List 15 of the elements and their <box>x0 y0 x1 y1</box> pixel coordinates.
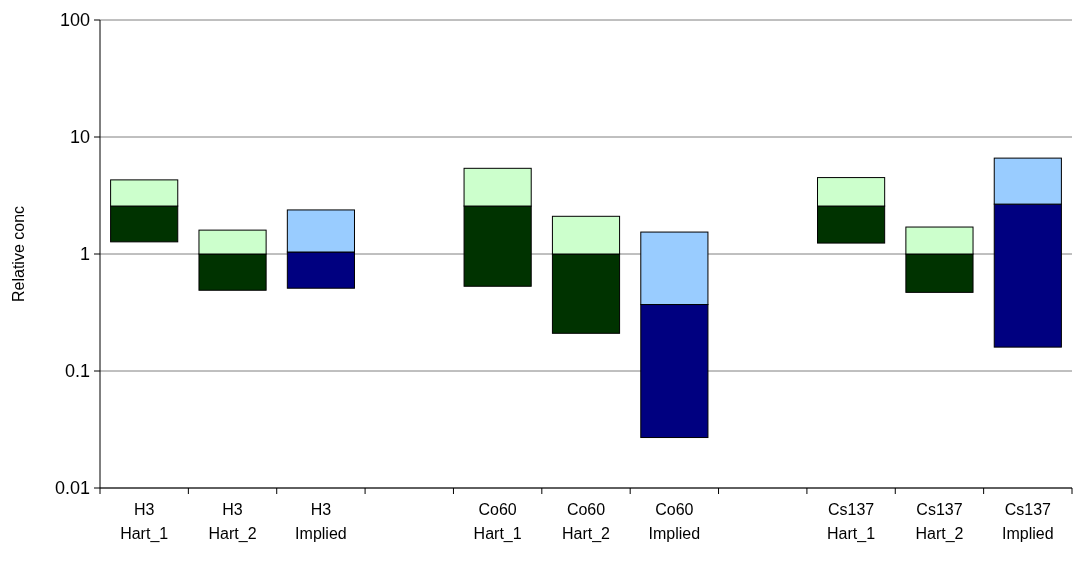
y-tick-label: 10 <box>69 127 90 148</box>
x-tick-label: Co60 Hart_1 <box>473 501 522 543</box>
x-tick-label: Co60 Hart_2 <box>561 501 611 543</box>
y-axis-title: Relative conc <box>10 205 27 303</box>
x-tick-label: Cs137 Hart_2 <box>915 501 964 543</box>
x-tick-label: Cs137 Hart_1 <box>827 501 876 543</box>
y-tick-label: 100 <box>59 10 90 31</box>
x-tick-label: H3 Implied <box>295 501 347 542</box>
x-tick-label: H3 Hart_2 <box>208 501 257 543</box>
y-tick-label: 1 <box>79 244 90 265</box>
x-tick-label: H3 Hart_1 <box>120 501 169 543</box>
y-tick-label: 0.01 <box>54 478 90 499</box>
x-tick-label: Cs137 Implied <box>1002 501 1054 542</box>
x-tick-label: Co60 Implied <box>648 501 701 542</box>
y-tick-label: 0.1 <box>64 361 90 382</box>
